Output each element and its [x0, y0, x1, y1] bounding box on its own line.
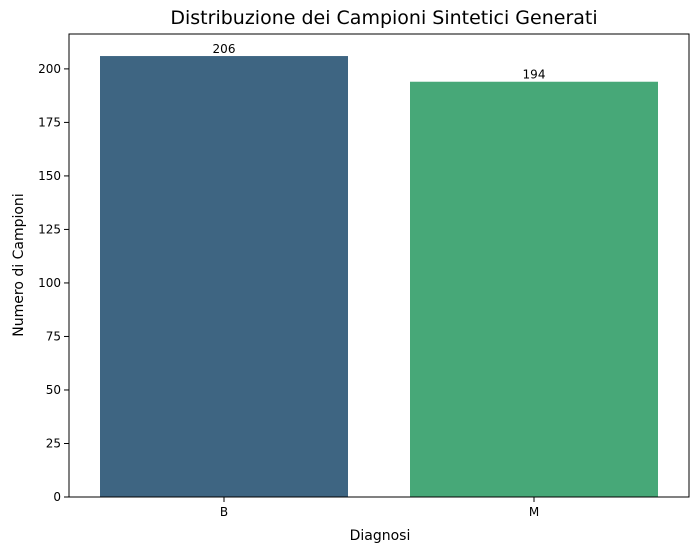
x-axis-label: Diagnosi	[350, 528, 411, 544]
x-tick-label-m: M	[529, 505, 539, 519]
data-labels-group: 206 194	[213, 42, 546, 82]
data-label-m: 194	[523, 68, 546, 82]
bar-b	[100, 56, 348, 498]
y-tick-label: 200	[38, 62, 61, 76]
data-label-b: 206	[213, 42, 236, 56]
plot-area-frame	[68, 33, 690, 498]
y-axis-ticks: 0 25 50 75 100 125 150 175 200	[38, 62, 69, 504]
chart-title: Distribuzione dei Campioni Sintetici Gen…	[170, 7, 597, 29]
y-tick-label: 125	[38, 222, 61, 236]
y-tick-label: 50	[46, 383, 61, 397]
y-tick-label: 75	[46, 329, 61, 343]
y-tick-label: 175	[38, 115, 61, 129]
y-tick-label: 25	[46, 436, 61, 450]
bars-group	[100, 56, 658, 498]
x-tick-label-b: B	[220, 505, 228, 519]
y-tick-label: 150	[38, 169, 61, 183]
bar-m	[410, 81, 658, 498]
y-axis-label: Numero di Campioni	[11, 193, 27, 336]
y-tick-label: 0	[53, 490, 61, 504]
y-tick-label: 100	[38, 276, 61, 290]
